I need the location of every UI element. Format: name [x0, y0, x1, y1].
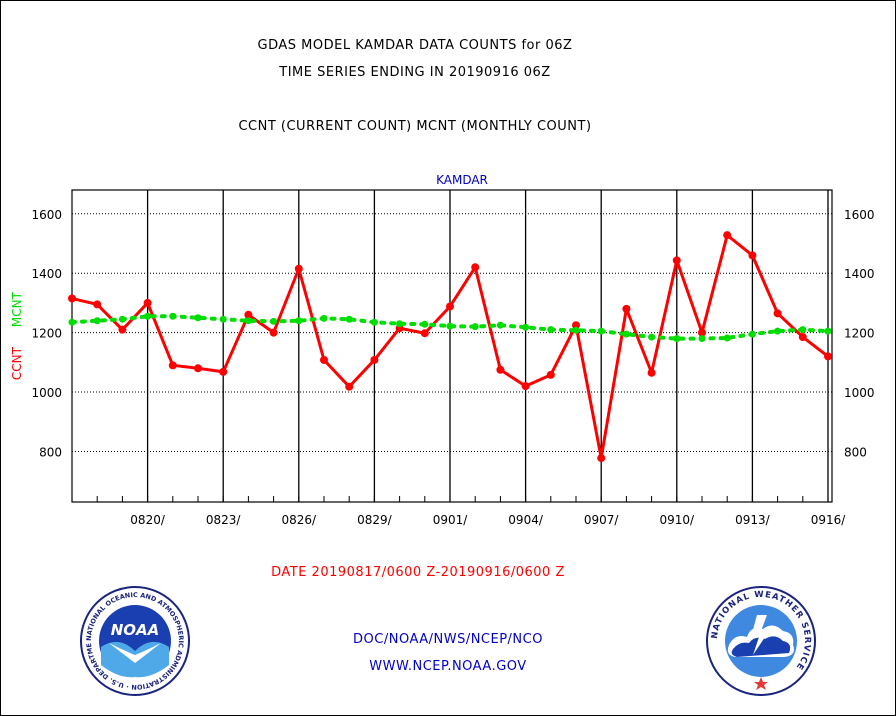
- ccnt-point: [647, 368, 656, 377]
- mcnt-point: [370, 318, 378, 326]
- ccnt-point: [446, 302, 454, 311]
- x-tick-label: 0901/: [433, 513, 469, 527]
- ccnt-point: [471, 263, 480, 272]
- mcnt-point: [774, 327, 782, 335]
- y-tick-label-right: 1000: [844, 386, 875, 400]
- nws-logo: NATIONAL WEATHER SERVICE: [706, 586, 816, 696]
- series: [68, 231, 832, 463]
- mcnt-point: [698, 335, 706, 343]
- ccnt-point: [798, 333, 807, 342]
- y-tick-label-right: 1600: [844, 208, 875, 222]
- mcnt-point: [748, 330, 756, 338]
- mcnt-point: [547, 326, 555, 334]
- mcnt-point: [824, 327, 832, 335]
- ccnt-point: [244, 310, 253, 319]
- ccnt-point: [345, 382, 354, 391]
- ccnt-point: [597, 454, 606, 463]
- mcnt-point: [219, 315, 227, 323]
- y-tick-label-left: 1200: [31, 327, 62, 341]
- x-tick-label: 0823/: [206, 513, 242, 527]
- mcnt-point: [396, 320, 404, 328]
- y-axis-label-ccnt: CCNT: [10, 346, 24, 380]
- labels: 800 800 1000 1000 1200 1200 1400 1400 1600 1600 08…: [10, 173, 875, 527]
- date-range-label: DATE 20190817/0600 Z-20190916/0600 Z: [271, 565, 565, 580]
- y-tick-label-right: 800: [844, 445, 867, 459]
- ccnt-point: [294, 264, 303, 273]
- time-series-chart: 800 800 1000 1000 1200 1200 1400 1400 1600 1600 08…: [10, 173, 875, 527]
- org-footer: DOC/NOAA/NWS/NCEP/NCO: [353, 632, 543, 647]
- ccnt-point: [521, 382, 530, 391]
- ccnt-point: [93, 300, 102, 309]
- mcnt-point: [496, 321, 504, 329]
- mcnt-point: [270, 317, 278, 325]
- mcnt-point: [723, 334, 731, 342]
- ccnt-point: [269, 328, 278, 337]
- ccnt-point: [194, 364, 202, 373]
- y-tick-label-right: 1400: [844, 267, 875, 281]
- subtitle: CCNT (CURRENT COUNT) MCNT (MONTHLY COUNT…: [238, 119, 592, 134]
- x-tick-label: 0916/: [811, 513, 847, 527]
- y-tick-label-left: 1000: [31, 386, 62, 400]
- mcnt-point: [320, 314, 328, 322]
- mcnt-point: [295, 317, 303, 325]
- ccnt-point: [68, 294, 76, 303]
- mcnt-point: [421, 320, 429, 328]
- mcnt-point: [144, 312, 152, 320]
- mcnt-point: [673, 335, 681, 343]
- plot-frame: [71, 189, 833, 503]
- mcnt-point: [244, 317, 252, 325]
- x-tick-label: 0910/: [660, 513, 696, 527]
- ccnt-point: [748, 251, 757, 260]
- url-footer: WWW.NCEP.NOAA.GOV: [369, 659, 527, 674]
- mcnt-point: [522, 323, 530, 331]
- ccnt-point: [219, 367, 228, 376]
- x-tick-label: 0829/: [357, 513, 393, 527]
- ccnt-point: [320, 355, 328, 364]
- axes: [71, 189, 833, 503]
- ccnt-point: [496, 365, 505, 374]
- ccnt-point: [370, 355, 379, 364]
- ccnt-point: [672, 256, 681, 265]
- x-tick-label: 0826/: [282, 513, 318, 527]
- plot-title: KAMDAR: [436, 173, 488, 187]
- title-line-2: TIME SERIES ENDING IN 20190916 06Z: [279, 65, 551, 80]
- mcnt-point: [118, 315, 126, 323]
- mcnt-point: [648, 333, 656, 341]
- mcnt-point: [572, 326, 580, 334]
- x-tick-label: 0904/: [508, 513, 544, 527]
- mcnt-point: [345, 315, 353, 323]
- mcnt-point: [169, 312, 177, 320]
- ccnt-point: [698, 328, 706, 337]
- noaa-logo: NATIONAL OCEANIC AND ATMOSPHERIC ADMINIS…: [79, 585, 190, 696]
- mcnt-point: [68, 318, 76, 326]
- ccnt-point: [773, 309, 782, 318]
- ccnt-point: [546, 370, 555, 379]
- y-tick-label-left: 800: [39, 445, 62, 459]
- x-tick-label: 0913/: [735, 513, 771, 527]
- y-axis-label-mcnt: MCNT: [10, 291, 24, 327]
- ccnt-point: [168, 361, 177, 370]
- grid: [72, 190, 832, 502]
- ccnt-point: [420, 329, 429, 338]
- mcnt-point: [622, 330, 630, 338]
- mcnt-point: [446, 322, 454, 330]
- mcnt-point: [799, 326, 807, 334]
- ccnt-point: [723, 231, 732, 240]
- y-tick-label-left: 1600: [31, 208, 62, 222]
- x-tick-label: 0820/: [130, 513, 166, 527]
- y-tick-label-left: 1400: [31, 267, 62, 281]
- x-tick-label: 0907/: [584, 513, 620, 527]
- mcnt-point: [471, 323, 479, 331]
- title-line-1: GDAS MODEL KAMDAR DATA COUNTS for 06Z: [257, 38, 573, 53]
- mcnt-point: [597, 327, 605, 335]
- ccnt-point: [118, 325, 127, 334]
- mcnt-point: [194, 314, 202, 322]
- ccnt-point: [572, 321, 580, 330]
- noaa-logo-text: NOAA: [111, 621, 160, 639]
- y-tick-label-right: 1200: [844, 327, 875, 341]
- ccnt-point: [143, 298, 152, 307]
- ccnt-point: [622, 304, 631, 313]
- mcnt-point: [93, 317, 101, 325]
- ccnt-point: [824, 352, 832, 361]
